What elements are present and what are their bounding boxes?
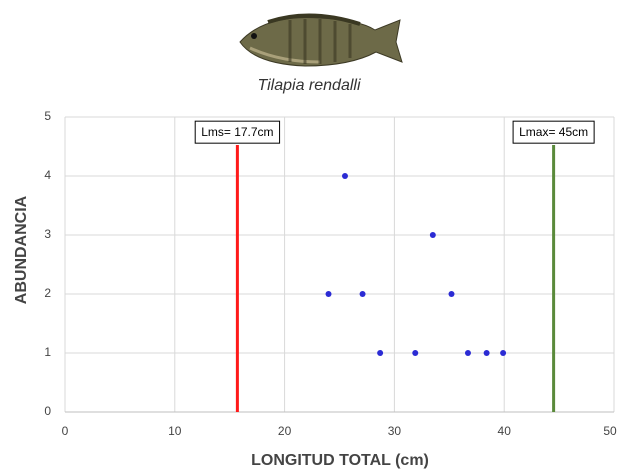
data-point <box>500 350 507 356</box>
data-point <box>448 291 455 297</box>
y-tick-label: 0 <box>44 404 51 418</box>
data-point <box>429 232 436 238</box>
reference-label-box <box>194 120 281 144</box>
data-point <box>377 350 384 356</box>
y-tick-label: 3 <box>44 227 51 241</box>
x-tick-label: 20 <box>278 424 292 438</box>
data-point <box>464 350 471 356</box>
data-point <box>325 291 332 297</box>
data-point <box>483 350 490 356</box>
data-point <box>341 173 348 179</box>
reference-label-box <box>512 120 595 144</box>
fish-illustration <box>239 13 403 67</box>
y-tick-label: 1 <box>44 345 51 359</box>
y-tick-label: 4 <box>44 168 51 182</box>
x-tick-label: 50 <box>603 424 617 438</box>
reference-label: Lms= 17.7cm <box>201 125 273 139</box>
reference-label: Lmax= 45cm <box>519 125 588 139</box>
y-tick-label: 5 <box>44 109 51 123</box>
chart-title: Tilapia rendalli <box>257 77 360 94</box>
y-tick-label: 2 <box>44 286 51 300</box>
x-tick-label: 0 <box>62 424 69 438</box>
data-point <box>412 350 419 356</box>
x-tick-label: 10 <box>168 424 182 438</box>
x-tick-label: 40 <box>498 424 512 438</box>
data-point <box>359 291 366 297</box>
x-tick-label: 30 <box>388 424 402 438</box>
x-axis-title: LONGITUD TOTAL (cm) <box>251 452 429 469</box>
y-axis-title: ABUNDANCIA <box>13 195 30 304</box>
